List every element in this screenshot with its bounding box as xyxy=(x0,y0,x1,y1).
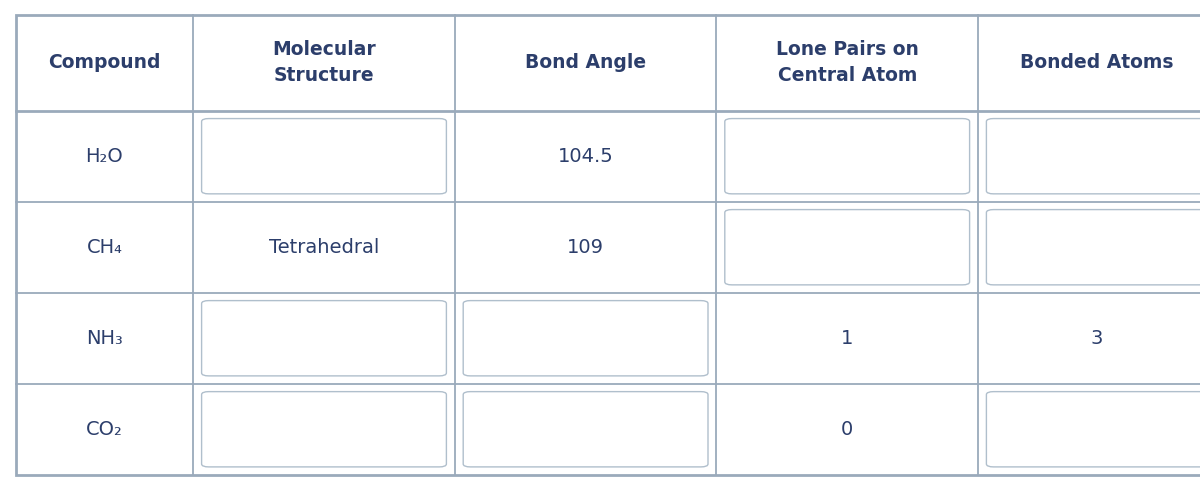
Text: 104.5: 104.5 xyxy=(558,147,613,166)
Text: 3: 3 xyxy=(1091,329,1103,348)
Text: Bond Angle: Bond Angle xyxy=(526,53,646,72)
FancyBboxPatch shape xyxy=(463,301,708,376)
Text: H₂O: H₂O xyxy=(85,147,124,166)
FancyBboxPatch shape xyxy=(463,392,708,467)
FancyBboxPatch shape xyxy=(986,210,1200,285)
FancyBboxPatch shape xyxy=(202,392,446,467)
FancyBboxPatch shape xyxy=(986,392,1200,467)
Text: Tetrahedral: Tetrahedral xyxy=(269,238,379,257)
Text: NH₃: NH₃ xyxy=(86,329,122,348)
FancyBboxPatch shape xyxy=(725,119,970,194)
FancyBboxPatch shape xyxy=(725,210,970,285)
Text: Compound: Compound xyxy=(48,53,161,72)
Text: CO₂: CO₂ xyxy=(86,420,122,439)
Text: 1: 1 xyxy=(841,329,853,348)
FancyBboxPatch shape xyxy=(202,119,446,194)
FancyBboxPatch shape xyxy=(202,301,446,376)
Text: 0: 0 xyxy=(841,420,853,439)
Text: Bonded Atoms: Bonded Atoms xyxy=(1020,53,1174,72)
Text: CH₄: CH₄ xyxy=(86,238,122,257)
Text: Lone Pairs on
Central Atom: Lone Pairs on Central Atom xyxy=(775,40,919,86)
Text: Molecular
Structure: Molecular Structure xyxy=(272,40,376,86)
FancyBboxPatch shape xyxy=(986,119,1200,194)
Text: 109: 109 xyxy=(568,238,604,257)
